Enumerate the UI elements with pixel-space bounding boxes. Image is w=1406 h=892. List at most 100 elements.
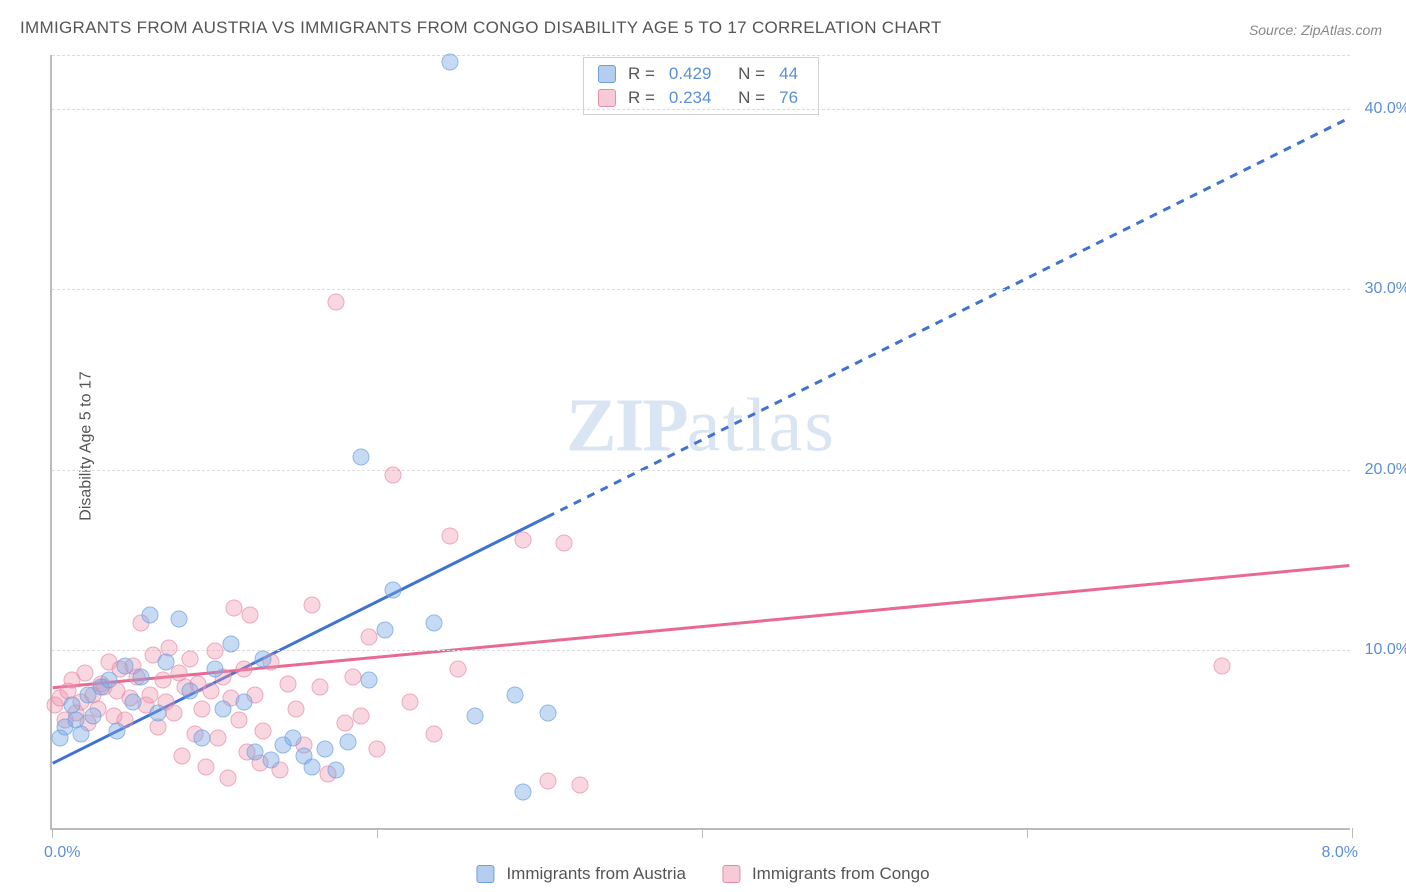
scatter-point — [193, 701, 210, 718]
scatter-point — [157, 654, 174, 671]
scatter-point — [165, 704, 182, 721]
scatter-point — [206, 643, 223, 660]
scatter-point — [230, 711, 247, 728]
scatter-point — [222, 636, 239, 653]
r-value-b: 0.234 — [669, 88, 712, 108]
scatter-point — [1214, 657, 1231, 674]
scatter-point — [336, 715, 353, 732]
scatter-point — [117, 657, 134, 674]
scatter-point — [226, 600, 243, 617]
scatter-point — [174, 747, 191, 764]
watermark: ZIPatlas — [566, 383, 836, 470]
gridline-h — [52, 650, 1350, 651]
scatter-point — [317, 740, 334, 757]
scatter-point — [369, 740, 386, 757]
scatter-point — [385, 582, 402, 599]
x-tick-label-min: 0.0% — [44, 844, 80, 862]
scatter-point — [284, 729, 301, 746]
chart-title: IMMIGRANTS FROM AUSTRIA VS IMMIGRANTS FR… — [20, 18, 942, 38]
plot-area: ZIPatlas R = 0.429 N = 44 R = 0.234 N = … — [50, 55, 1350, 830]
scatter-point — [255, 650, 272, 667]
scatter-point — [263, 751, 280, 768]
stat-box: R = 0.429 N = 44 R = 0.234 N = 76 — [583, 57, 819, 115]
scatter-point — [442, 528, 459, 545]
scatter-point — [539, 704, 556, 721]
scatter-point — [377, 621, 394, 638]
scatter-point — [442, 54, 459, 71]
scatter-point — [182, 650, 199, 667]
n-value-b: 76 — [779, 88, 798, 108]
r-label: R = — [628, 64, 655, 84]
scatter-point — [304, 596, 321, 613]
swatch-austria-icon — [476, 865, 494, 883]
scatter-point — [450, 661, 467, 678]
scatter-point — [555, 535, 572, 552]
scatter-point — [255, 722, 272, 739]
swatch-congo — [598, 89, 616, 107]
scatter-point — [125, 693, 142, 710]
source-attribution: Source: ZipAtlas.com — [1249, 22, 1382, 38]
r-label: R = — [628, 88, 655, 108]
scatter-point — [76, 665, 93, 682]
scatter-point — [312, 679, 329, 696]
scatter-point — [235, 661, 252, 678]
scatter-point — [100, 672, 117, 689]
scatter-point — [219, 769, 236, 786]
scatter-point — [279, 675, 296, 692]
scatter-point — [572, 776, 589, 793]
scatter-point — [339, 733, 356, 750]
scatter-point — [209, 729, 226, 746]
scatter-point — [247, 744, 264, 761]
scatter-point — [360, 672, 377, 689]
scatter-point — [109, 722, 126, 739]
gridline-h — [52, 289, 1350, 290]
scatter-point — [425, 726, 442, 743]
scatter-point — [73, 726, 90, 743]
y-tick-label: 20.0% — [1365, 461, 1406, 479]
swatch-congo-icon — [722, 865, 740, 883]
gridline-h — [52, 55, 1350, 56]
scatter-point — [170, 610, 187, 627]
scatter-point — [539, 773, 556, 790]
y-tick-label: 10.0% — [1365, 641, 1406, 659]
scatter-point — [141, 686, 158, 703]
scatter-point — [235, 693, 252, 710]
r-value-a: 0.429 — [669, 64, 712, 84]
n-label: N = — [738, 88, 765, 108]
x-tick — [702, 828, 703, 838]
scatter-point — [193, 729, 210, 746]
scatter-point — [287, 701, 304, 718]
scatter-point — [352, 448, 369, 465]
legend-item-austria: Immigrants from Austria — [476, 864, 686, 884]
n-label: N = — [738, 64, 765, 84]
scatter-point — [242, 607, 259, 624]
scatter-point — [352, 708, 369, 725]
scatter-point — [328, 762, 345, 779]
scatter-point — [401, 693, 418, 710]
scatter-point — [425, 614, 442, 631]
y-tick-label: 40.0% — [1365, 100, 1406, 118]
legend-label-congo: Immigrants from Congo — [752, 864, 930, 884]
regression-lines — [52, 55, 1350, 828]
scatter-point — [385, 466, 402, 483]
y-tick-label: 30.0% — [1365, 280, 1406, 298]
scatter-point — [154, 672, 171, 689]
scatter-point — [515, 783, 532, 800]
scatter-point — [141, 607, 158, 624]
scatter-point — [214, 701, 231, 718]
scatter-point — [149, 704, 166, 721]
n-value-a: 44 — [779, 64, 798, 84]
x-tick — [1352, 828, 1353, 838]
x-tick-label-max: 8.0% — [1322, 844, 1358, 862]
scatter-point — [182, 683, 199, 700]
scatter-point — [328, 293, 345, 310]
scatter-point — [133, 668, 150, 685]
scatter-point — [304, 758, 321, 775]
legend-item-congo: Immigrants from Congo — [722, 864, 930, 884]
gridline-h — [52, 109, 1350, 110]
scatter-point — [206, 661, 223, 678]
swatch-austria — [598, 65, 616, 83]
scatter-point — [203, 683, 220, 700]
scatter-point — [507, 686, 524, 703]
x-tick — [377, 828, 378, 838]
